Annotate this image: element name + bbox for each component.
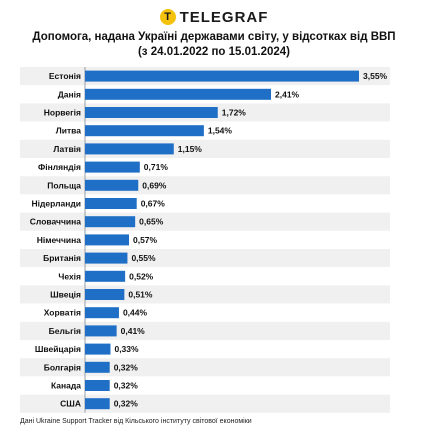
chart-title: Допомога, надана Україні державами світу…	[0, 30, 428, 60]
value-label: 0,44%	[123, 308, 148, 318]
category-label: Норвегія	[44, 108, 81, 118]
value-label: 0,32%	[114, 381, 139, 391]
bar-18	[85, 380, 110, 391]
bar-9	[85, 216, 136, 228]
chart-title-line-1: Допомога, надана Україні державами світу…	[32, 31, 396, 43]
category-label: Швейцарія	[35, 344, 81, 354]
bar-6	[85, 161, 140, 173]
value-label: 0,32%	[114, 362, 139, 372]
category-label: Естонія	[49, 71, 81, 81]
row-stripe	[20, 358, 390, 377]
value-label: 0,71%	[144, 162, 169, 172]
category-label: Британія	[43, 253, 81, 263]
chart-title-line-2: (з 24.01.2022 по 15.01.2024)	[137, 46, 291, 58]
bar-8	[85, 198, 137, 209]
value-label: 2,41%	[275, 89, 300, 99]
category-label: Польща	[47, 180, 81, 190]
bar-1	[85, 70, 359, 82]
category-label: Чехія	[58, 271, 81, 281]
telegraf-logo-icon: T	[159, 9, 176, 25]
category-label: Хорватія	[44, 308, 81, 318]
bar-13	[85, 289, 125, 300]
bar-10	[85, 234, 129, 246]
value-label: 0,52%	[129, 271, 154, 281]
value-label: 3,55%	[363, 71, 388, 81]
brand-name: TELEGRAF	[179, 8, 269, 26]
bar-2	[85, 88, 272, 100]
value-label: 1,72%	[222, 108, 247, 118]
value-label: 0,57%	[133, 235, 158, 245]
category-label: Латвія	[53, 144, 81, 154]
category-label: Швеція	[50, 290, 81, 300]
value-label: 1,54%	[208, 126, 233, 136]
row-stripe	[20, 340, 390, 359]
row-stripe	[20, 376, 390, 395]
value-label: 0,67%	[141, 199, 166, 209]
bar-12	[85, 270, 126, 282]
bar-7	[85, 179, 139, 191]
value-label: 1,15%	[178, 144, 203, 154]
value-label: 0,51%	[128, 290, 153, 300]
category-label: Словаччина	[30, 217, 81, 227]
brand-header: T TELEGRAF	[0, 6, 428, 28]
bar-16	[85, 343, 111, 355]
value-label: 0,32%	[114, 399, 139, 409]
bar-14	[85, 307, 119, 319]
category-label: Болгарія	[44, 362, 81, 372]
bar-4	[85, 125, 204, 137]
category-label: Данія	[58, 89, 81, 99]
category-label: Німеччина	[37, 235, 82, 245]
bar-17	[85, 361, 110, 373]
category-label: США	[60, 399, 81, 409]
value-label: 0,55%	[131, 253, 156, 263]
value-label: 0,65%	[139, 217, 164, 227]
category-label: Фінляндія	[38, 162, 81, 172]
category-label: Нідерланди	[32, 199, 82, 209]
category-label: Литва	[56, 126, 81, 136]
footnote: Дані Ukraine Support Tracker від Кільськ…	[20, 418, 252, 425]
bar-19	[85, 398, 110, 410]
bar-11	[85, 252, 128, 264]
value-label: 0,69%	[142, 180, 167, 190]
bar-3	[85, 107, 218, 118]
value-label: 0,41%	[121, 326, 146, 336]
bar-5	[85, 143, 174, 155]
bar-15	[85, 325, 117, 337]
category-label: Канада	[51, 381, 81, 391]
value-label: 0,33%	[114, 344, 139, 354]
row-stripe	[20, 394, 390, 413]
category-label: Бельгія	[49, 326, 81, 336]
